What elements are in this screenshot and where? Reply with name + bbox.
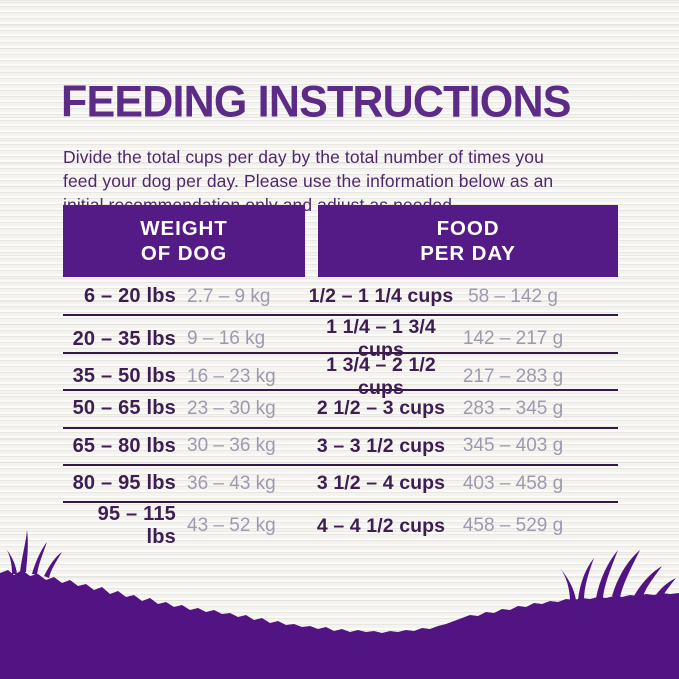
table-row: 35 – 50 lbs 16 – 23 kg 1 3/4 – 2 1/2 cup…	[63, 354, 618, 399]
weight-lbs-cell: 35 – 50 lbs	[72, 365, 176, 388]
table-header-food-per-day: FOOD PER DAY	[318, 205, 618, 277]
weight-kg-cell: 2.7 – 9 kg	[187, 285, 271, 307]
food-cups-cell: 1 3/4 – 2 1/2 cups	[326, 353, 436, 399]
weight-kg-cell: 30 – 36 kg	[187, 435, 276, 457]
weight-kg-cell: 9 – 16 kg	[187, 328, 266, 350]
grass-blades-right	[560, 550, 676, 602]
food-grams-cell: 217 – 283 g	[462, 365, 564, 387]
table-row: 20 – 35 lbs 9 – 16 kg 1 1/4 – 1 3/4 cups…	[63, 316, 618, 361]
weight-kg-cell: 16 – 23 kg	[187, 365, 276, 387]
food-cups-cell: 1 1/4 – 1 3/4 cups	[326, 316, 436, 362]
food-grams-cell: 58 – 142 g	[468, 285, 558, 307]
food-grams-cell: 458 – 529 g	[462, 515, 564, 537]
food-grams-cell: 345 – 403 g	[462, 435, 564, 457]
weight-kg-cell: 43 – 52 kg	[187, 515, 276, 537]
grass-blades-left	[7, 530, 62, 578]
food-cups-cell: 1/2 – 1 1/4 cups	[308, 285, 454, 308]
weight-kg-cell: 23 – 30 kg	[187, 397, 276, 419]
grass-mound	[0, 570, 679, 679]
weight-lbs-cell: 6 – 20 lbs	[83, 285, 176, 308]
table-row: 95 – 115 lbs 43 – 52 kg 4 – 4 1/2 cups 4…	[63, 503, 618, 548]
grass-silhouette	[0, 530, 679, 679]
table-row: 80 – 95 lbs 36 – 43 kg 3 1/2 – 4 cups 40…	[63, 466, 618, 504]
weight-lbs-cell: 65 – 80 lbs	[72, 434, 176, 457]
table-header-weight-of-dog: WEIGHT OF DOG	[63, 205, 305, 277]
table-row: 65 – 80 lbs 30 – 36 kg 3 – 3 1/2 cups 34…	[63, 429, 618, 466]
food-grams-cell: 283 – 345 g	[462, 397, 564, 419]
weight-lbs-cell: 20 – 35 lbs	[72, 327, 176, 350]
weight-lbs-cell: 80 – 95 lbs	[72, 472, 176, 495]
food-cups-cell: 4 – 4 1/2 cups	[316, 514, 446, 537]
feeding-table: 6 – 20 lbs 2.7 – 9 kg 1/2 – 1 1/4 cups 5…	[63, 279, 618, 548]
food-cups-cell: 3 1/2 – 4 cups	[316, 472, 446, 495]
food-grams-cell: 403 – 458 g	[462, 472, 564, 494]
food-grams-cell: 142 – 217 g	[462, 328, 564, 350]
weight-lbs-cell: 50 – 65 lbs	[72, 397, 176, 420]
page-title: FEEDING INSTRUCTIONS	[61, 76, 571, 127]
weight-lbs-cell: 95 – 115 lbs	[97, 503, 176, 549]
weight-kg-cell: 36 – 43 kg	[187, 472, 276, 494]
food-cups-cell: 2 1/2 – 3 cups	[316, 397, 446, 420]
table-row: 6 – 20 lbs 2.7 – 9 kg 1/2 – 1 1/4 cups 5…	[63, 279, 618, 317]
food-cups-cell: 3 – 3 1/2 cups	[316, 434, 446, 457]
table-row: 50 – 65 lbs 23 – 30 kg 2 1/2 – 3 cups 28…	[63, 391, 618, 429]
